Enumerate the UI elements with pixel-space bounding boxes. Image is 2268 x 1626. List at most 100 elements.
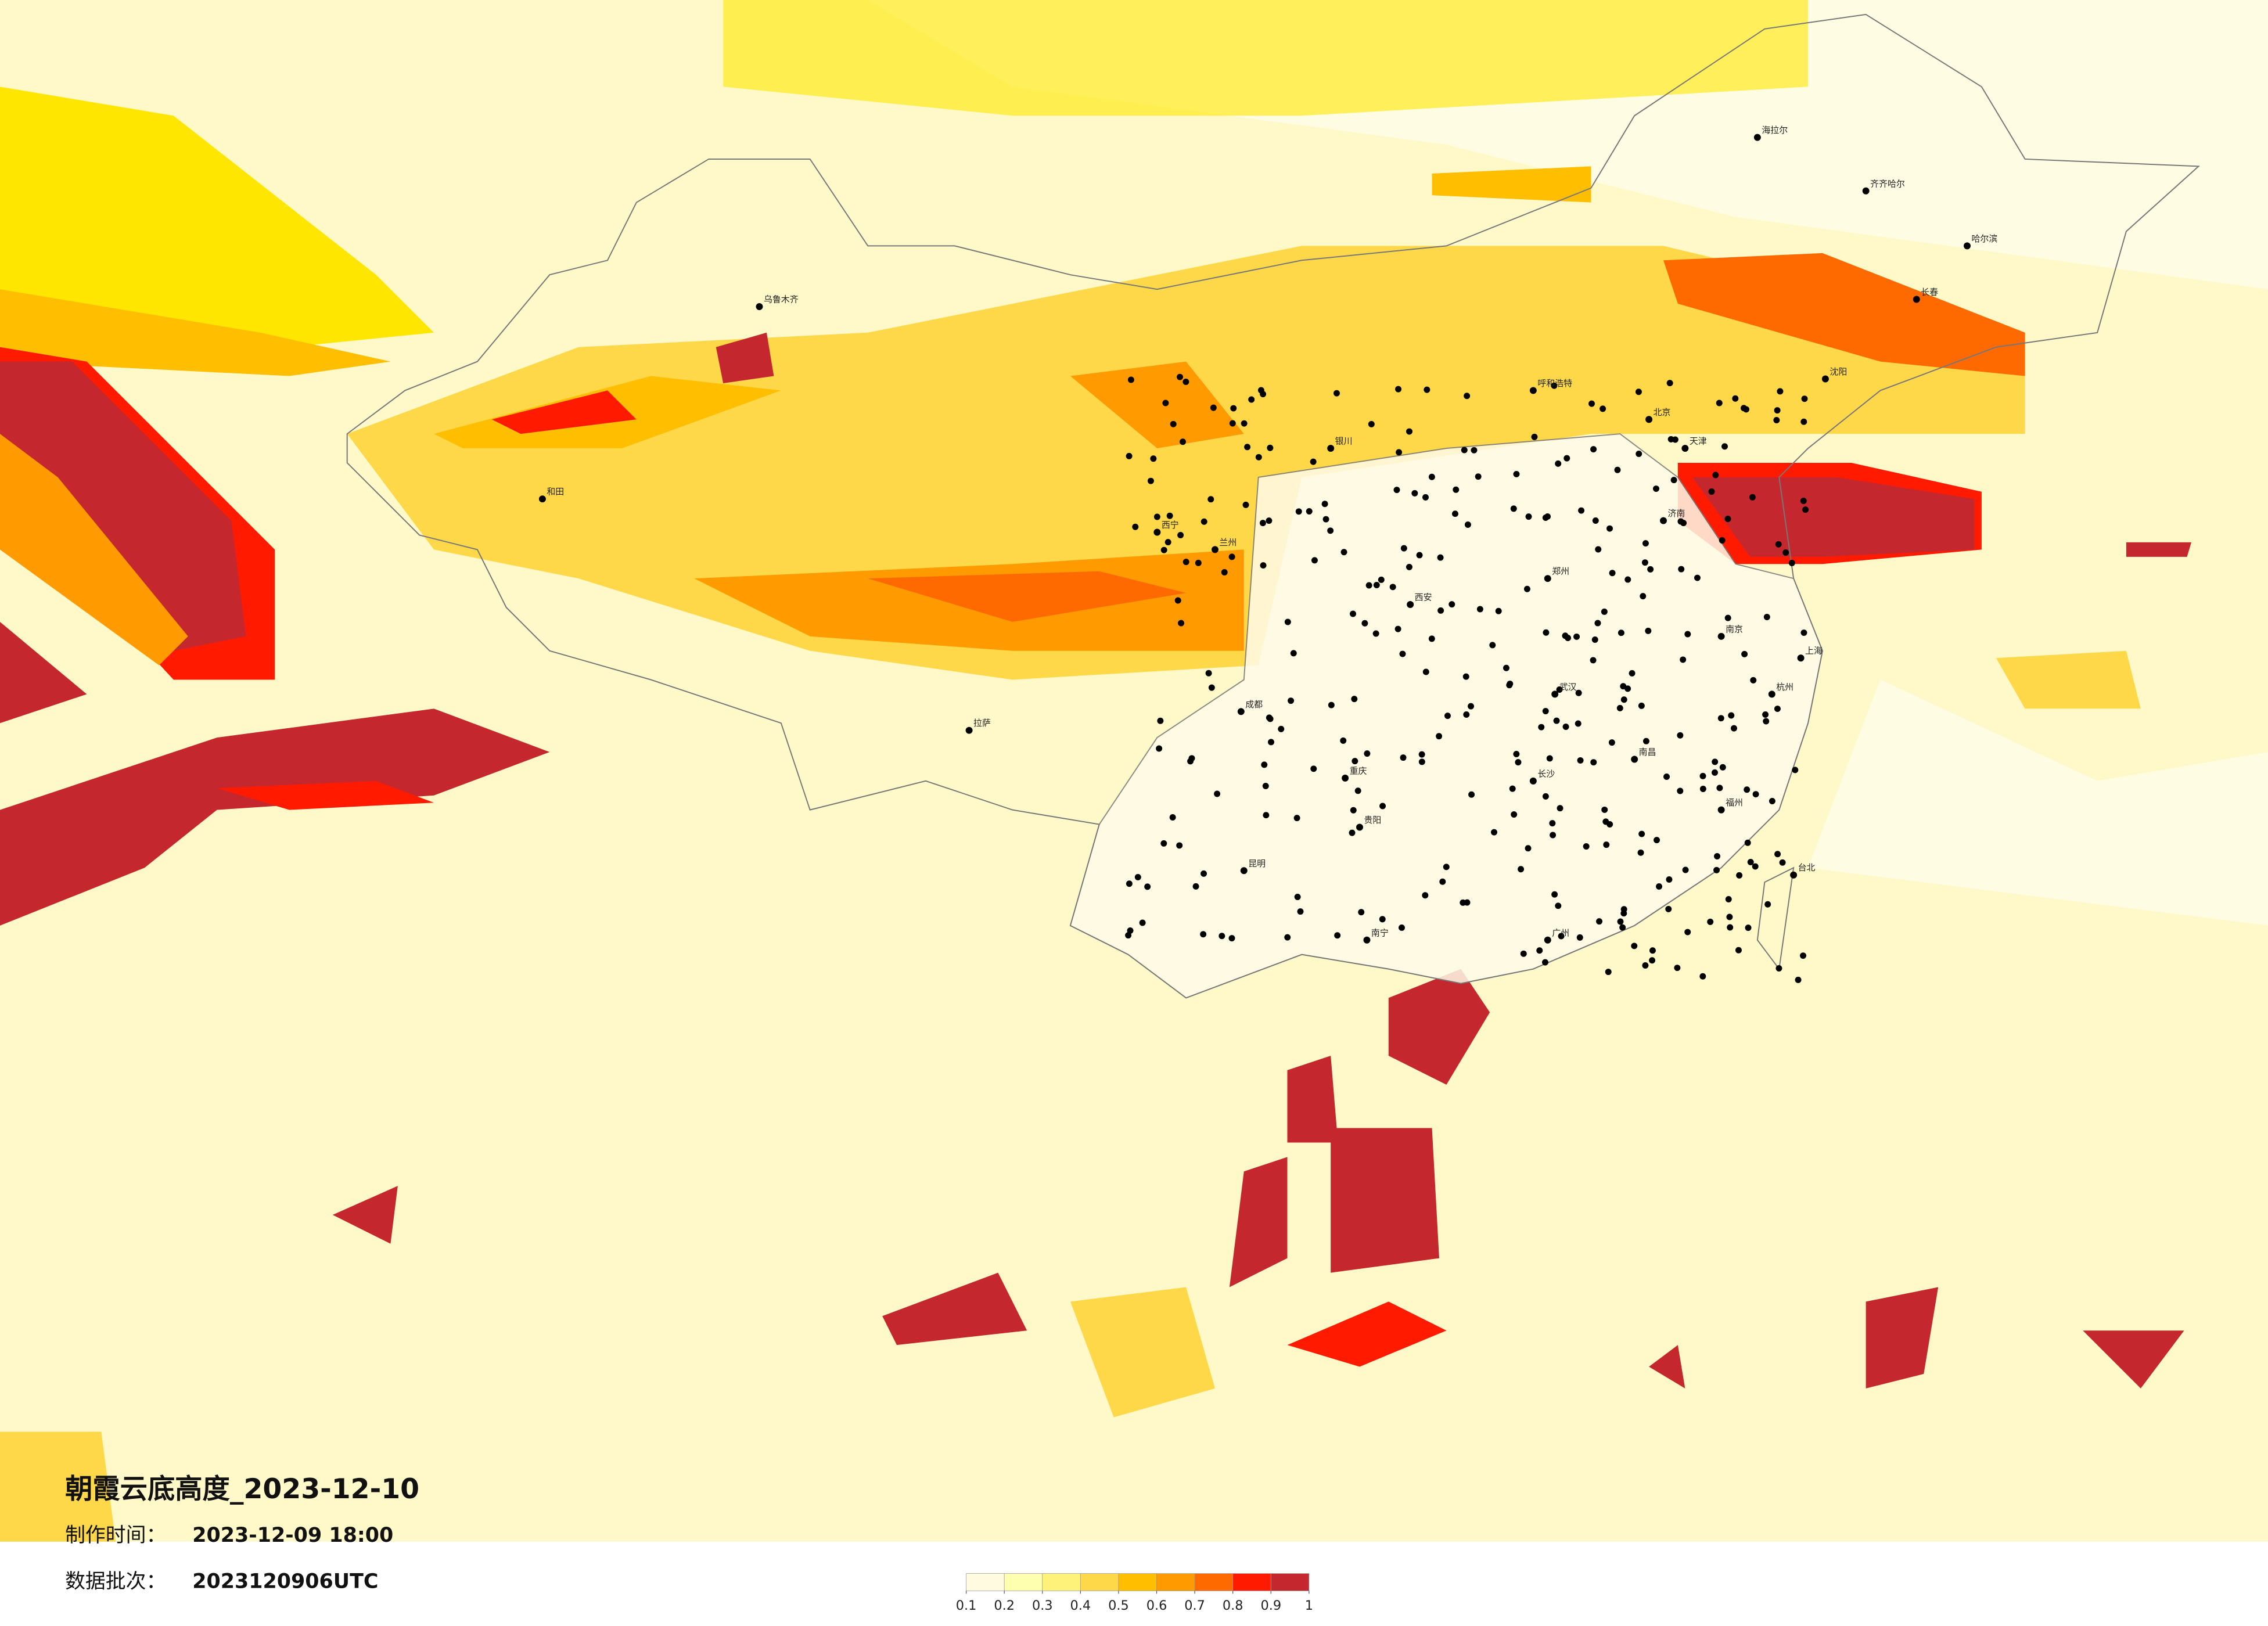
city-dot <box>1682 866 1689 873</box>
city-dot <box>1762 711 1769 718</box>
city-dot <box>1666 380 1673 387</box>
city-dot <box>1350 807 1357 814</box>
batch-label: 数据批次： <box>65 1570 166 1593</box>
city-dot <box>1518 866 1525 873</box>
city-label: 西安 <box>1415 592 1432 603</box>
city-dot <box>1157 717 1164 724</box>
city-dot <box>1126 880 1133 887</box>
city-dot <box>1724 614 1731 621</box>
city-dot <box>1268 739 1274 746</box>
map-title: 朝霞云底高度_2023-12-10 <box>65 1473 419 1505</box>
city-dot <box>1719 537 1726 544</box>
city-dot <box>1180 438 1186 445</box>
city-dot <box>1753 134 1761 141</box>
city-dot <box>1603 841 1610 848</box>
city-dot <box>1774 407 1781 414</box>
city-dot <box>1741 650 1748 657</box>
city-dot <box>1147 477 1154 484</box>
city-dot <box>1591 636 1598 643</box>
city-dot <box>1395 386 1402 393</box>
city-dot <box>1801 395 1808 402</box>
colorbar-tick-label: 0.8 <box>1223 1598 1243 1613</box>
city-label: 齐齐哈尔 <box>1870 178 1905 189</box>
city-dot <box>1609 570 1616 577</box>
city-dot <box>1379 803 1386 810</box>
city-dot <box>1364 750 1371 757</box>
city-dot <box>1525 845 1532 852</box>
city-dot <box>1436 733 1443 740</box>
city-dot <box>1699 973 1706 980</box>
city-dot <box>1629 670 1636 677</box>
city-dot <box>1681 445 1689 452</box>
colorbar-swatch <box>1232 1573 1271 1591</box>
city-dot <box>538 495 546 503</box>
city-dot <box>1406 428 1412 435</box>
city-dot <box>1562 632 1569 639</box>
city-dot <box>1649 947 1656 954</box>
city-dot <box>1774 706 1781 713</box>
city-label: 重庆 <box>1350 765 1367 776</box>
city-dot <box>1523 585 1530 592</box>
city-label: 广州 <box>1552 927 1569 938</box>
city-dot <box>1464 393 1471 400</box>
city-dot <box>1361 620 1368 627</box>
city-dot <box>1727 924 1734 931</box>
city-dot <box>1205 670 1212 677</box>
city-dot <box>1642 962 1649 969</box>
colorbar-tick-label: 0.6 <box>1146 1598 1167 1613</box>
city-dot <box>1531 433 1538 440</box>
city-dot <box>1153 528 1161 536</box>
city-dot <box>1211 546 1219 553</box>
colorbar-swatch <box>1004 1573 1043 1591</box>
colorbar-tick-label: 0.4 <box>1070 1598 1091 1613</box>
city-label: 西宁 <box>1162 520 1179 530</box>
city-dot <box>1350 610 1356 617</box>
city-label: 南昌 <box>1639 747 1656 757</box>
city-dot <box>1327 445 1335 452</box>
city-dot <box>1562 724 1569 730</box>
city-dot <box>1620 696 1627 703</box>
city-dot <box>1400 545 1407 552</box>
city-dot <box>1356 823 1363 831</box>
city-dot <box>1208 684 1215 691</box>
city-dot <box>756 303 763 310</box>
city-dot <box>1721 443 1728 450</box>
city-dot <box>1538 724 1545 731</box>
city-label: 杭州 <box>1776 682 1793 692</box>
city-dot <box>1614 466 1621 473</box>
city-dot <box>1556 686 1563 693</box>
city-dot <box>1242 501 1249 508</box>
city-dot <box>1782 549 1789 556</box>
city-dot <box>1507 681 1514 688</box>
city-dot <box>1699 786 1706 793</box>
city-dot <box>1310 765 1317 772</box>
city-dot <box>1563 455 1570 462</box>
city-dot <box>1641 559 1648 566</box>
city-dot <box>1616 704 1623 711</box>
city-dot <box>1411 490 1418 497</box>
city-dot <box>1677 732 1684 739</box>
city-dot <box>1177 373 1184 380</box>
city-dot <box>1363 936 1371 944</box>
city-dot <box>1422 668 1429 675</box>
city-dot <box>1576 934 1583 941</box>
city-dot <box>1546 755 1553 762</box>
city-dot <box>1605 969 1612 976</box>
city-dot <box>1491 829 1497 836</box>
city-dot <box>1600 405 1606 412</box>
city-dot <box>1207 496 1214 503</box>
city-dot <box>1328 702 1335 708</box>
city-dot <box>1134 874 1141 881</box>
city-dot <box>1821 375 1829 383</box>
city-dot <box>1358 909 1365 916</box>
city-dot <box>1602 818 1609 825</box>
city-dot <box>1792 767 1799 774</box>
city-dot <box>1636 450 1642 457</box>
city-dot <box>1716 400 1723 406</box>
city-dot <box>1150 455 1157 462</box>
city-dot <box>1170 420 1177 427</box>
city-dot <box>1624 685 1631 692</box>
city-dot <box>1652 485 1659 492</box>
city-label: 贵阳 <box>1364 815 1381 825</box>
city-dot <box>1544 575 1551 582</box>
